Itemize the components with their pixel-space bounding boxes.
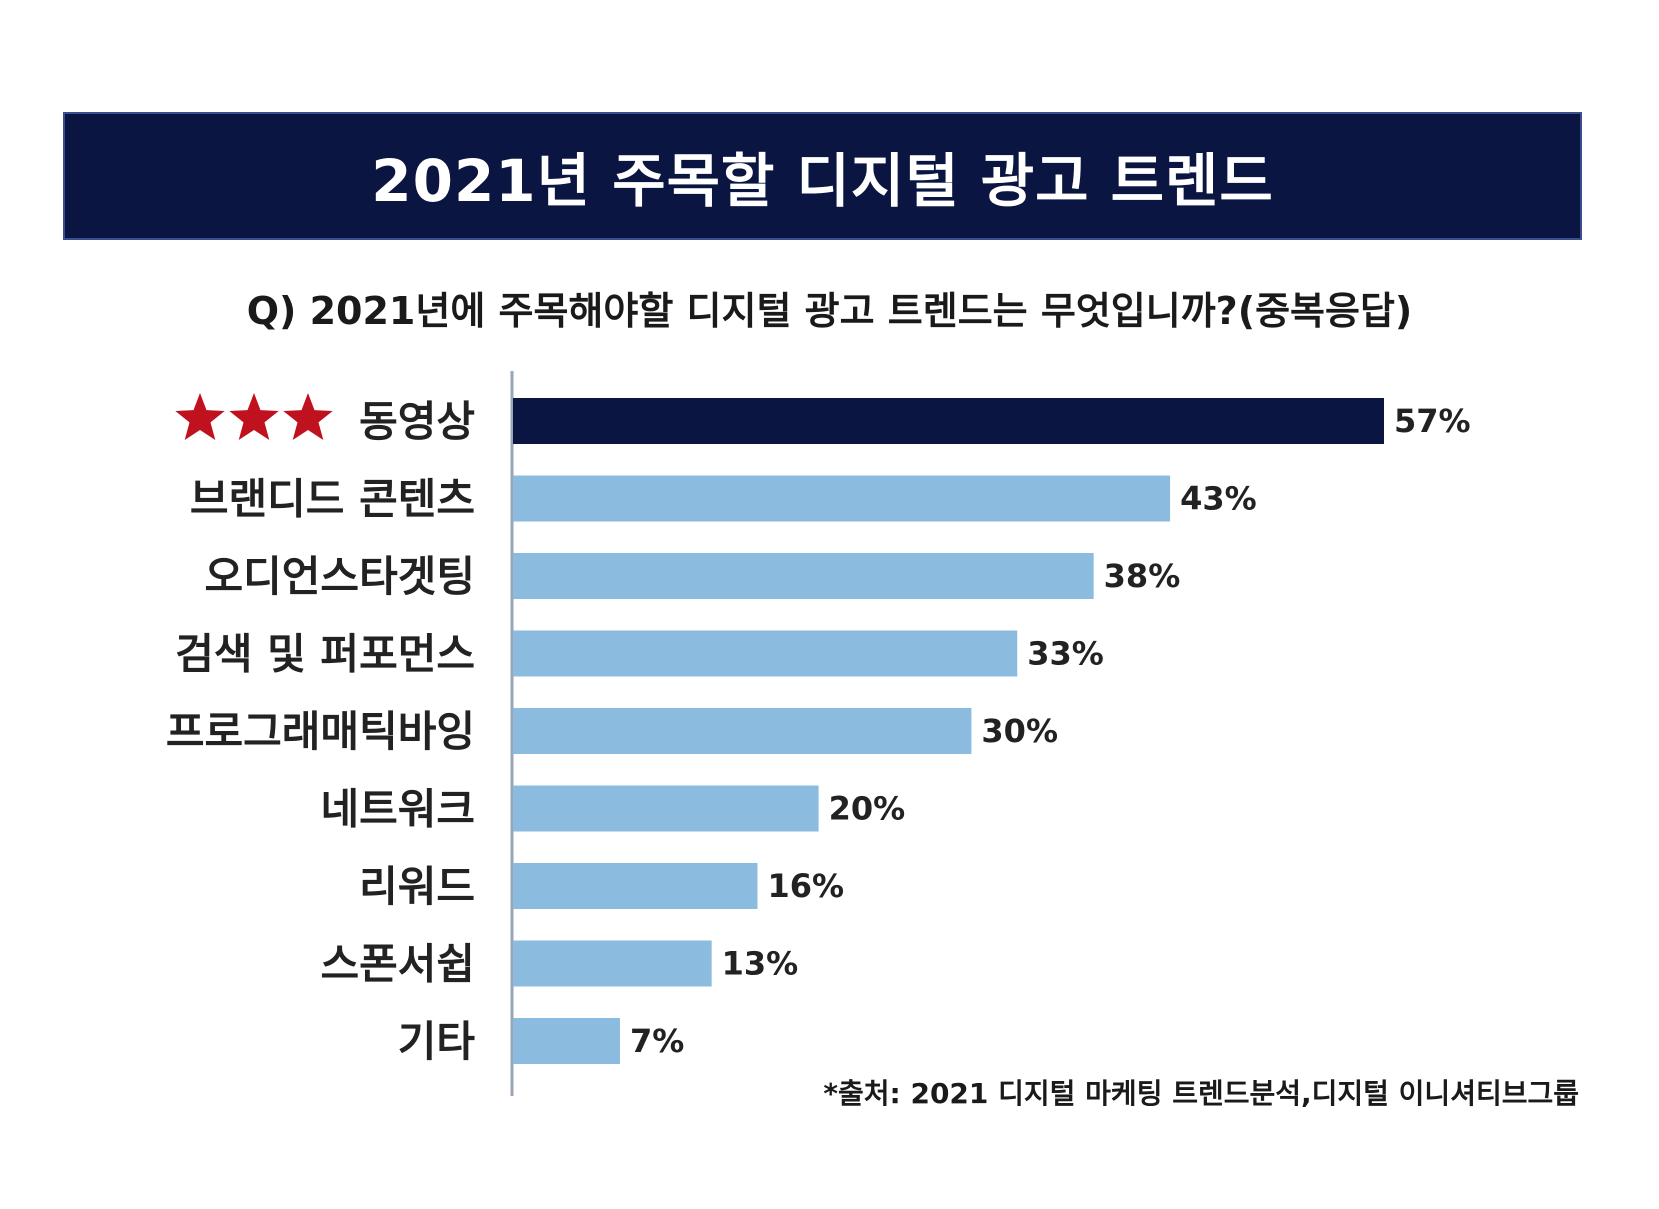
category-label-1: 동영상	[359, 397, 475, 446]
bar-7	[513, 863, 758, 909]
category-label-3: 오디언스타겟팅	[205, 552, 475, 601]
value-label-4: 33%	[1027, 635, 1104, 673]
category-label-5: 프로그래매틱바잉	[166, 707, 475, 756]
category-label-2: 브랜디드 콘텐츠	[190, 475, 475, 524]
value-label-1: 57%	[1394, 402, 1471, 440]
value-label-8: 13%	[722, 945, 799, 983]
bar-6	[513, 785, 819, 832]
value-label-3: 38%	[1104, 557, 1181, 595]
value-label-7: 16%	[767, 867, 844, 905]
bar-5	[513, 708, 972, 754]
bar-3	[513, 553, 1094, 599]
category-label-4: 검색 및 퍼포먼스	[175, 630, 475, 679]
category-label-8: 스폰서쉽	[320, 940, 475, 989]
bar-8	[513, 940, 712, 987]
bar-2	[513, 475, 1171, 522]
bar-9	[513, 1018, 620, 1064]
value-label-9: 7%	[630, 1022, 684, 1060]
title-banner: 2021년 주목할 디지털 광고 트렌드	[63, 112, 1582, 240]
value-label-2: 43%	[1180, 480, 1257, 518]
category-label-6: 네트워크	[320, 785, 475, 834]
value-label-5: 30%	[981, 712, 1058, 750]
bar-4	[513, 630, 1018, 677]
survey-question: Q) 2021년에 주목해야할 디지털 광고 트렌드는 무엇입니까?(중복응답)	[246, 289, 1413, 333]
chart-title: 2021년 주목할 디지털 광고 트렌드	[371, 147, 1274, 215]
category-label-9: 기타	[398, 1017, 476, 1066]
category-label-7: 리워드	[359, 862, 475, 911]
bar-1	[513, 398, 1384, 444]
source-note: *출처: 2021 디지털 마케팅 트렌드분석,디지털 이니셔티브그룹	[823, 1077, 1579, 1110]
value-label-6: 20%	[829, 790, 906, 828]
three-stars-icon	[175, 393, 333, 440]
